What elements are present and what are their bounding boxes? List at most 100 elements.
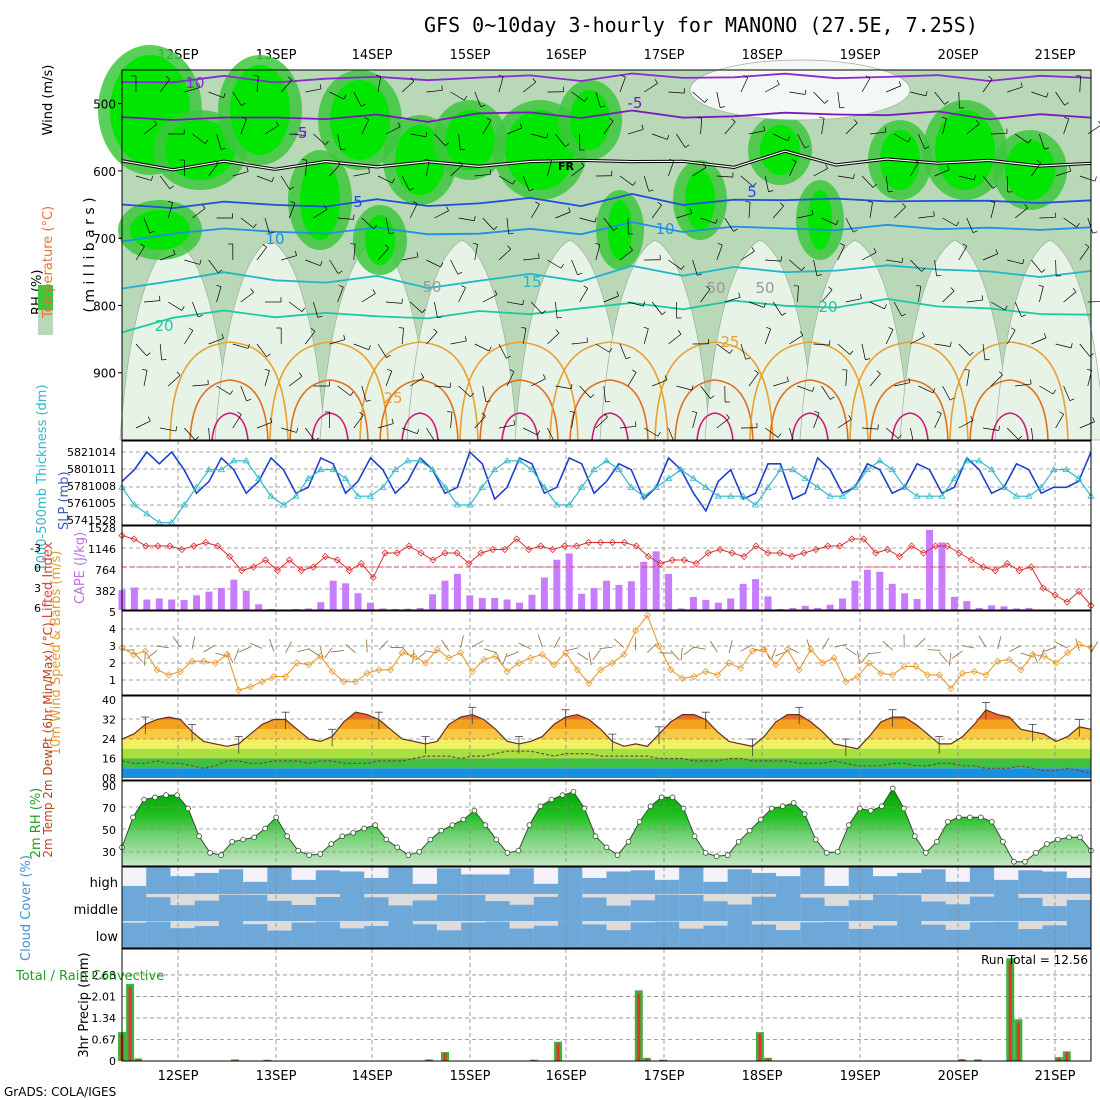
cloud-cell — [364, 925, 389, 948]
cloud-cell — [776, 894, 801, 921]
wind-barb-flag — [876, 370, 881, 375]
wind-barb-flag — [786, 376, 789, 382]
thickness-point — [354, 492, 362, 499]
wind-speed-point — [340, 678, 348, 686]
wind-barb — [813, 91, 825, 104]
wind-barb-flag — [586, 337, 588, 343]
wind-barb-flag — [1010, 327, 1016, 331]
cape-bar — [379, 608, 387, 610]
cloud-cell — [969, 867, 995, 894]
wind-barb-flag — [167, 200, 173, 203]
wind-barb — [700, 217, 716, 224]
slp-tick-label: 1528 — [88, 514, 116, 527]
cloud-cell — [751, 924, 777, 948]
cloud-cell — [1018, 870, 1044, 894]
dewpoint-line — [121, 750, 1092, 774]
cloud-cell — [582, 877, 607, 894]
wind-barb-flag — [319, 84, 322, 90]
wind-barb — [547, 332, 560, 345]
wind-barb-flag — [560, 263, 564, 269]
wind-speed-point — [783, 645, 792, 653]
thickness-point — [838, 492, 847, 499]
rh-point — [1044, 841, 1050, 847]
thickness-point — [764, 483, 772, 490]
rh-point — [967, 814, 973, 821]
wind-barb-flag — [237, 411, 242, 415]
wind-barb — [837, 245, 845, 261]
rh-point — [207, 850, 213, 856]
wind-barb-flag — [480, 104, 486, 108]
cloud-cell — [703, 901, 729, 921]
wind-barb-10m — [324, 647, 333, 659]
wind-barb — [748, 301, 765, 308]
isotherm-15 — [121, 264, 1092, 290]
wind-barb-10m — [144, 652, 146, 666]
wind-barb-flag — [944, 101, 949, 105]
li-tick-label: 6 — [34, 602, 41, 615]
wind-barb-flag — [600, 105, 606, 108]
wind-barb-flag — [375, 75, 381, 77]
wind-speed-point — [492, 652, 500, 660]
cloud-cell — [654, 921, 680, 948]
wind-barb-10m — [1043, 646, 1057, 652]
wind-barb-10m — [1055, 641, 1068, 649]
wind-barb-10m — [415, 651, 426, 661]
wind-barb — [160, 253, 176, 261]
pressure-tick-label: 800 — [93, 299, 116, 313]
wind-barb — [958, 91, 960, 109]
wind-barb — [426, 259, 441, 268]
lifted-index-point — [1027, 563, 1035, 571]
wind-barb-flag — [603, 413, 608, 418]
wind-barb-10m — [155, 645, 169, 649]
wind-barb — [643, 175, 650, 192]
thickness-point — [329, 465, 337, 473]
rh-point — [1055, 836, 1061, 843]
lifted-index-point — [273, 566, 282, 575]
rh-point — [647, 803, 654, 810]
wind-barb-10m — [822, 637, 830, 650]
wind-speed-point — [515, 659, 523, 667]
wind-barb — [869, 131, 886, 135]
wind-speed-point — [795, 666, 803, 674]
wind-barb — [353, 415, 364, 429]
rh-point — [163, 792, 169, 798]
wind-barb — [426, 89, 443, 93]
wind-barb — [498, 248, 511, 261]
wind-speed-point — [445, 654, 453, 662]
cloud-cell — [461, 922, 486, 948]
wind-barb-flag — [629, 246, 633, 251]
lifted-index-point — [453, 549, 461, 557]
wind-barb-flag — [570, 383, 573, 389]
wind-barb-flag — [1043, 333, 1047, 338]
lifted-index-point — [333, 556, 341, 564]
wind-barb — [821, 217, 837, 226]
wind-barb — [264, 217, 270, 234]
cloud-cell — [146, 921, 171, 948]
wind-barb — [450, 259, 459, 275]
wind-barb — [910, 91, 927, 97]
cloud-cell — [654, 894, 680, 921]
wind-barb-flag — [373, 224, 378, 229]
cape-axis-label: CAPE (J/kg) — [73, 532, 88, 604]
rh-point — [559, 792, 566, 798]
wind-barb-flag — [654, 79, 658, 84]
precip-convective-bar — [645, 1058, 649, 1061]
wind-barb — [458, 133, 461, 150]
cape-bar — [292, 608, 300, 610]
wind-barb-10m — [506, 651, 520, 657]
isotherm-25 — [269, 341, 389, 441]
wind-barb — [990, 202, 996, 219]
wind-barb — [530, 204, 540, 219]
cape-bar — [603, 580, 610, 610]
wind-barb-flag — [768, 190, 774, 192]
isotherm-35 — [696, 412, 734, 441]
wind-barb-flag — [458, 161, 463, 166]
temp-band — [122, 748, 1091, 759]
wind-barb-flag — [825, 164, 829, 169]
wind-barb-10m — [915, 637, 926, 648]
wind-barb — [1055, 170, 1071, 177]
wind-speed-point — [1040, 652, 1048, 660]
wind-barb-flag — [460, 149, 466, 151]
temp-band — [122, 709, 1091, 720]
thickness-point — [664, 474, 673, 481]
